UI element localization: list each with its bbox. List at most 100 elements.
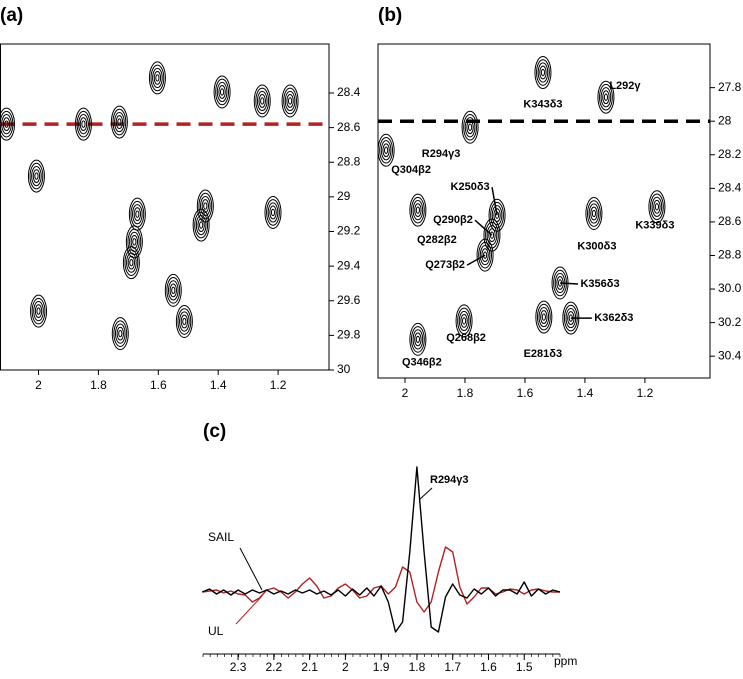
contour-ring bbox=[215, 78, 229, 106]
plot-frame bbox=[377, 43, 711, 379]
contour-ring bbox=[33, 301, 44, 322]
contour-ring bbox=[590, 206, 598, 221]
peak bbox=[196, 189, 214, 223]
contour-ring bbox=[409, 193, 427, 227]
contour-ring bbox=[129, 258, 134, 267]
peak-label: K362δ3 bbox=[594, 312, 633, 324]
contour-ring bbox=[0, 107, 15, 141]
peak-label: K250δ3 bbox=[451, 181, 490, 193]
contour-ring bbox=[112, 108, 127, 136]
x-tick-label: 1.4 bbox=[210, 378, 227, 392]
contour-ring bbox=[603, 93, 609, 101]
contour-ring bbox=[182, 317, 187, 326]
contour-ring bbox=[135, 210, 140, 218]
contour-ring bbox=[216, 81, 228, 103]
contour-ring bbox=[180, 314, 189, 329]
contour-ring bbox=[114, 111, 125, 133]
peak-label: Q346β2 bbox=[402, 356, 442, 368]
contour-ring bbox=[192, 208, 210, 242]
contour-ring bbox=[0, 110, 14, 138]
contour-ring bbox=[536, 303, 551, 331]
x-tick-label: 1.2 bbox=[637, 386, 654, 400]
peak bbox=[128, 197, 146, 231]
contour-ring bbox=[198, 192, 213, 220]
peak-label: Q282β2 bbox=[417, 234, 457, 246]
contour-ring bbox=[650, 193, 664, 221]
contour-ring bbox=[483, 218, 501, 252]
x-tick-label: 1.8 bbox=[409, 660, 426, 674]
spectrum-line bbox=[202, 466, 561, 633]
contour-ring bbox=[260, 97, 265, 105]
contour-ring bbox=[219, 88, 225, 96]
contour-ring bbox=[479, 245, 491, 266]
contour-ring bbox=[461, 317, 467, 325]
contour-ring bbox=[540, 310, 548, 324]
contour-ring bbox=[377, 133, 395, 167]
y-tick-label: 29.4 bbox=[337, 258, 361, 272]
legend-label: SAIL bbox=[208, 530, 234, 544]
peak bbox=[213, 75, 231, 109]
contour-ring bbox=[382, 143, 390, 158]
contour-ring bbox=[534, 56, 552, 90]
peak bbox=[122, 246, 140, 280]
contour-ring bbox=[286, 94, 294, 108]
contour-ring bbox=[535, 300, 553, 334]
x-tick-label: 1.7 bbox=[444, 660, 461, 674]
contour-ring bbox=[196, 189, 214, 223]
contour-ring bbox=[118, 329, 123, 338]
x-axis-label: ppm bbox=[554, 654, 577, 668]
contour-ring bbox=[166, 277, 181, 304]
peak bbox=[455, 304, 473, 338]
x-tick-label: 1.9 bbox=[373, 660, 390, 674]
contour-ring bbox=[169, 283, 177, 298]
y-tick-label: 28.6 bbox=[337, 120, 361, 134]
contour-ring bbox=[597, 80, 615, 114]
contour-ring bbox=[600, 87, 612, 108]
contour-ring bbox=[481, 248, 489, 263]
plot-frame bbox=[0, 43, 330, 371]
contour-ring bbox=[256, 90, 268, 112]
y-tick-label: 28 bbox=[718, 113, 732, 127]
x-tick-label: 2.3 bbox=[230, 660, 247, 674]
contour-ring bbox=[491, 205, 503, 226]
contour-ring bbox=[270, 208, 276, 217]
contour-ring bbox=[116, 326, 124, 341]
contour-ring bbox=[114, 323, 126, 344]
peak bbox=[585, 197, 603, 231]
peak-label: K343δ3 bbox=[523, 98, 562, 110]
contour-ring bbox=[587, 200, 601, 227]
contour-ring bbox=[132, 204, 143, 225]
contour-ring bbox=[467, 123, 473, 131]
contour-ring bbox=[76, 110, 91, 138]
y-tick-label: 28.8 bbox=[718, 248, 742, 262]
peak bbox=[534, 56, 552, 90]
contour-ring bbox=[654, 203, 660, 211]
peak-label: K300δ3 bbox=[577, 240, 616, 252]
contour-ring bbox=[281, 84, 299, 118]
x-tick-label: 1.6 bbox=[517, 386, 534, 400]
contour-ring bbox=[538, 306, 550, 328]
peak-label: K339δ3 bbox=[635, 220, 674, 232]
contour-ring bbox=[482, 251, 488, 259]
contour-ring bbox=[126, 252, 137, 273]
contour-ring bbox=[264, 195, 282, 229]
contour-ring bbox=[489, 231, 495, 239]
peak-label: E281δ3 bbox=[524, 348, 562, 360]
peak-label: R294γ3 bbox=[422, 148, 461, 160]
contour-ring bbox=[31, 165, 42, 187]
contour-ring bbox=[476, 238, 494, 272]
contour-ring bbox=[284, 90, 296, 112]
contour-ring bbox=[4, 120, 9, 128]
x-tick-label: 2 bbox=[342, 660, 349, 674]
contour-ring bbox=[488, 198, 506, 232]
y-tick-label: 27.8 bbox=[718, 80, 742, 94]
contour-ring bbox=[199, 221, 204, 229]
x-tick-label: 1.2 bbox=[270, 378, 287, 392]
contour-ring bbox=[34, 172, 39, 180]
contour-ring bbox=[175, 305, 193, 339]
peak bbox=[164, 273, 182, 307]
contour-ring bbox=[464, 117, 476, 138]
peak bbox=[461, 110, 479, 144]
contour-ring bbox=[414, 203, 422, 218]
